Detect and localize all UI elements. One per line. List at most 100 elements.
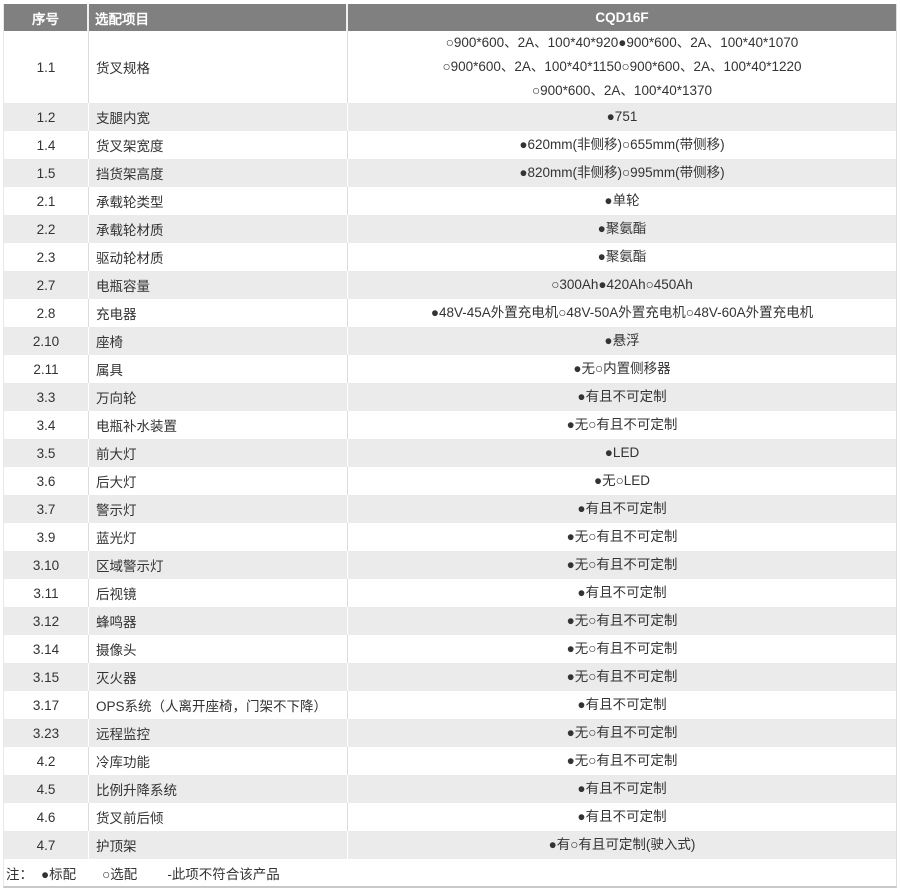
value-cell: ○900*600、2A、100*40*920●900*600、2A、100*40…: [348, 31, 896, 103]
row-number-cell: 3.4: [4, 411, 89, 439]
value-cell: ●无○有且不可定制: [348, 663, 896, 691]
value-line: ●悬浮: [604, 333, 640, 348]
item-name-cell: 后大灯: [89, 467, 348, 495]
table-row: 3.10 区域警示灯 ●无○有且不可定制: [4, 551, 896, 579]
row-number-cell: 3.7: [4, 495, 89, 523]
column-header-model: CQD16F: [595, 10, 649, 25]
note-label: 注：: [6, 866, 33, 882]
table-row: 1.2 支腿内宽 ●751: [4, 103, 896, 131]
value-line: ●有且不可定制: [577, 501, 667, 516]
row-number-cell: 4.5: [4, 775, 89, 803]
value-cell: ●LED: [348, 439, 896, 467]
value-cell: ●无○有且不可定制: [348, 635, 896, 663]
value-cell: ●751: [348, 103, 896, 131]
row-number-cell: 3.12: [4, 607, 89, 635]
value-cell: ●有○有且可定制(驶入式): [348, 831, 896, 859]
value-cell: ●有且不可定制: [348, 383, 896, 411]
row-number-cell: 2.3: [4, 243, 89, 271]
item-name-cell: 电瓶补水装置: [89, 411, 348, 439]
value-cell: ●无○有且不可定制: [348, 747, 896, 775]
value-line: ●无○有且不可定制: [566, 613, 678, 628]
item-name-cell: 前大灯: [89, 439, 348, 467]
table-row: 2.3 驱动轮材质 ●聚氨酯: [4, 243, 896, 271]
table-row: 3.7 警示灯 ●有且不可定制: [4, 495, 896, 523]
table-row: 3.3 万向轮 ●有且不可定制: [4, 383, 896, 411]
item-name-cell: 后视镜: [89, 579, 348, 607]
item-name-cell: 座椅: [89, 327, 348, 355]
spec-table: 序号 选配项目 CQD16F 1.1 货叉规格 ○900*600、2A、100*…: [3, 4, 897, 888]
row-number-cell: 2.8: [4, 299, 89, 327]
item-name-cell: 承载轮类型: [89, 187, 348, 215]
value-cell: ●有且不可定制: [348, 775, 896, 803]
item-name-cell: 货叉规格: [89, 31, 348, 103]
item-name-cell: 冷库功能: [89, 747, 348, 775]
item-name-cell: 充电器: [89, 299, 348, 327]
value-line: ●820mm(非侧移)○995mm(带侧移): [519, 165, 725, 180]
column-header-number: 序号: [4, 4, 89, 31]
table-row: 1.1 货叉规格 ○900*600、2A、100*40*920●900*600、…: [4, 31, 896, 103]
value-line: ●48V-45A外置充电机○48V-50A外置充电机○48V-60A外置充电机: [430, 305, 814, 320]
value-line: ●无○有且不可定制: [566, 753, 678, 768]
table-row: 4.2 冷库功能 ●无○有且不可定制: [4, 747, 896, 775]
table-row: 4.6 货叉前后倾 ●有且不可定制: [4, 803, 896, 831]
table-row: 1.4 货叉架宽度 ●620mm(非侧移)○655mm(带侧移): [4, 131, 896, 159]
value-line: ●单轮: [604, 193, 640, 208]
value-line: ●有○有且可定制(驶入式): [548, 837, 696, 852]
value-line: ○900*600、2A、100*40*1370: [531, 83, 713, 98]
value-line: ●无○有且不可定制: [566, 529, 678, 544]
table-row: 3.23 远程监控 ●无○有且不可定制: [4, 719, 896, 747]
table-row: 3.6 后大灯 ●无○LED: [4, 467, 896, 495]
table-row: 3.5 前大灯 ●LED: [4, 439, 896, 467]
row-number-cell: 2.11: [4, 355, 89, 383]
value-line: ●有且不可定制: [577, 781, 667, 796]
item-name-cell: 警示灯: [89, 495, 348, 523]
row-number-cell: 2.10: [4, 327, 89, 355]
table-row: 3.17 OPS系统（人离开座椅，门架不下降） ●有且不可定制: [4, 691, 896, 719]
table-row: 2.11 属具 ●无○内置侧移器: [4, 355, 896, 383]
value-cell: ●无○有且不可定制: [348, 607, 896, 635]
value-cell: ●聚氨酯: [348, 243, 896, 271]
value-line: ●有且不可定制: [577, 389, 667, 404]
value-line: ●有且不可定制: [577, 809, 667, 824]
value-cell: ●有且不可定制: [348, 495, 896, 523]
value-cell: ●无○有且不可定制: [348, 523, 896, 551]
row-number-cell: 3.11: [4, 579, 89, 607]
value-cell: ●有且不可定制: [348, 579, 896, 607]
row-number-cell: 3.10: [4, 551, 89, 579]
item-name-cell: 货叉架宽度: [89, 131, 348, 159]
row-number-cell: 2.2: [4, 215, 89, 243]
item-name-cell: 灭火器: [89, 663, 348, 691]
table-row: 3.12 蜂鸣器 ●无○有且不可定制: [4, 607, 896, 635]
table-row: 4.7 护顶架 ●有○有且可定制(驶入式): [4, 831, 896, 859]
item-name-cell: 驱动轮材质: [89, 243, 348, 271]
item-name-cell: 挡货架高度: [89, 159, 348, 187]
item-name-cell: 电瓶容量: [89, 271, 348, 299]
value-cell: ●无○有且不可定制: [348, 411, 896, 439]
value-line: ●无○有且不可定制: [566, 725, 678, 740]
value-cell: ○300Ah●420Ah○450Ah: [348, 271, 896, 299]
column-header-option-item: 选配项目: [89, 4, 348, 31]
value-cell: ●单轮: [348, 187, 896, 215]
table-body: 1.1 货叉规格 ○900*600、2A、100*40*920●900*600、…: [4, 31, 896, 859]
item-name-cell: OPS系统（人离开座椅，门架不下降）: [89, 691, 348, 719]
value-line: ●无○LED: [593, 473, 651, 488]
legend-standard: ●标配: [41, 866, 77, 882]
item-name-cell: 承载轮材质: [89, 215, 348, 243]
row-number-cell: 4.6: [4, 803, 89, 831]
table-row: 3.9 蓝光灯 ●无○有且不可定制: [4, 523, 896, 551]
value-cell: ●有且不可定制: [348, 803, 896, 831]
row-number-cell: 1.1: [4, 31, 89, 103]
value-cell: ●有且不可定制: [348, 691, 896, 719]
value-line: ●无○有且不可定制: [566, 417, 678, 432]
table-row: 3.11 后视镜 ●有且不可定制: [4, 579, 896, 607]
table-row: 3.15 灭火器 ●无○有且不可定制: [4, 663, 896, 691]
item-name-cell: 比例升降系统: [89, 775, 348, 803]
value-cell: ●无○内置侧移器: [348, 355, 896, 383]
value-line: ●620mm(非侧移)○655mm(带侧移): [519, 137, 725, 152]
value-line: ●无○有且不可定制: [566, 641, 678, 656]
item-name-cell: 护顶架: [89, 831, 348, 859]
row-number-cell: 4.2: [4, 747, 89, 775]
value-line: ●聚氨酯: [597, 249, 647, 264]
value-line: ●无○有且不可定制: [566, 557, 678, 572]
value-cell: ●620mm(非侧移)○655mm(带侧移): [348, 131, 896, 159]
